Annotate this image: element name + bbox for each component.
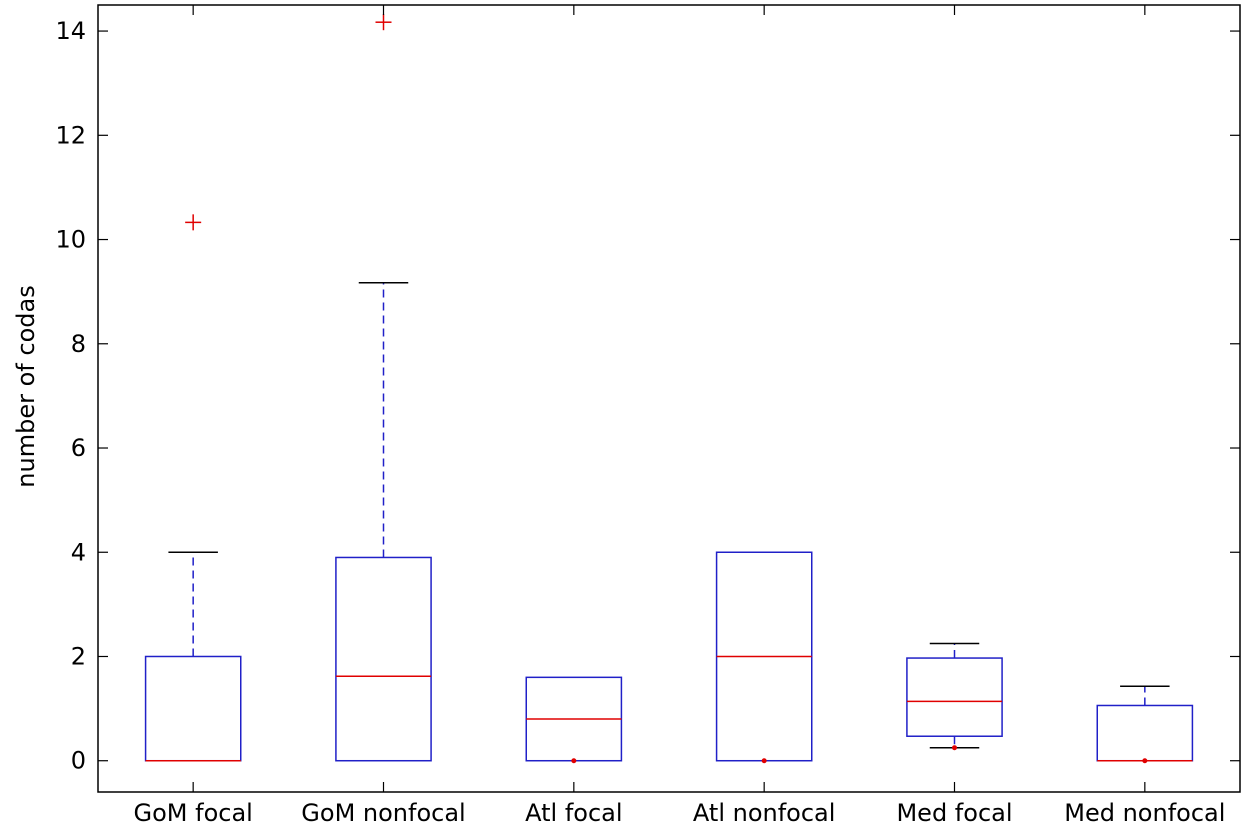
outlier-marker — [1142, 758, 1148, 764]
box-group — [1096, 685, 1194, 764]
x-tick-label: Atl focal — [525, 799, 622, 827]
y-tick-label: 8 — [71, 330, 86, 358]
box — [1096, 704, 1194, 762]
outlier-marker — [571, 758, 577, 764]
box — [906, 657, 1003, 737]
axis-ticks: 0 2 4 6 8 10 12 14 GoM focal GoM nonfocal Atl foca… — [55, 5, 1240, 827]
box-group — [906, 642, 1003, 751]
x-tick-label: Med focal — [896, 799, 1012, 827]
box — [144, 655, 242, 762]
plot-marks — [144, 14, 1194, 764]
y-tick-label: 4 — [71, 538, 86, 566]
box-group — [144, 214, 242, 762]
x-tick-label: GoM focal — [134, 799, 253, 827]
y-tick-label: 10 — [55, 226, 86, 254]
x-tick-label: Med nonfocal — [1064, 799, 1225, 827]
y-tick-label: 14 — [55, 17, 86, 45]
outlier-marker — [761, 758, 767, 764]
y-tick-label: 6 — [71, 434, 86, 462]
box-group — [525, 676, 623, 764]
plot-frame — [97, 4, 1241, 793]
y-tick-label: 0 — [71, 747, 86, 775]
y-axis-label: number of codas — [12, 285, 40, 487]
y-tick-label: 12 — [55, 121, 86, 149]
outlier-marker — [952, 745, 957, 751]
box-group — [715, 551, 813, 764]
y-tick-label: 2 — [71, 642, 86, 670]
x-tick-label: Atl nonfocal — [693, 799, 836, 827]
box-group — [335, 14, 432, 762]
box — [335, 556, 432, 762]
x-tick-label: GoM nonfocal — [301, 799, 465, 827]
